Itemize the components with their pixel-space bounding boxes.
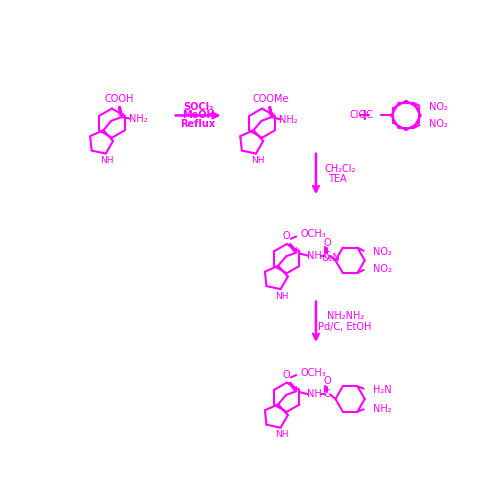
- Text: COOMe: COOMe: [252, 94, 289, 104]
- Text: Pd/C, EtOH: Pd/C, EtOH: [319, 322, 372, 332]
- Text: O: O: [323, 376, 331, 386]
- Text: C: C: [324, 390, 331, 400]
- Text: NO₂: NO₂: [429, 102, 448, 112]
- Text: CH₂Cl₂: CH₂Cl₂: [325, 164, 356, 173]
- Text: NH₂: NH₂: [279, 115, 298, 125]
- Text: MeOH: MeOH: [182, 110, 214, 120]
- Text: NH: NH: [307, 250, 322, 260]
- Text: Reflux: Reflux: [180, 119, 216, 129]
- Text: NH: NH: [275, 430, 289, 439]
- Text: O: O: [282, 370, 290, 380]
- Text: OCH₃: OCH₃: [301, 368, 327, 378]
- Text: OCH₃: OCH₃: [301, 229, 327, 239]
- Text: *: *: [118, 110, 125, 124]
- Text: NH₂: NH₂: [373, 404, 392, 413]
- Text: NO₂: NO₂: [373, 246, 392, 256]
- Text: *: *: [293, 385, 300, 398]
- Text: O: O: [282, 232, 290, 241]
- Text: C: C: [324, 250, 331, 260]
- Text: NO₂: NO₂: [373, 264, 392, 274]
- Text: NH: NH: [275, 292, 289, 300]
- Text: O: O: [323, 238, 331, 248]
- Text: TEA: TEA: [328, 174, 347, 184]
- Text: *: *: [268, 110, 275, 124]
- Text: NO₂: NO₂: [429, 120, 448, 130]
- Text: SOCl₂: SOCl₂: [183, 102, 213, 112]
- Text: NH: NH: [251, 156, 264, 165]
- Text: O₂N: O₂N: [322, 254, 340, 264]
- Text: H₂N: H₂N: [373, 385, 392, 395]
- Text: NH₂: NH₂: [129, 114, 148, 124]
- Text: *: *: [293, 246, 300, 259]
- Text: ClOC: ClOC: [349, 110, 373, 120]
- Text: NH₂NH₂: NH₂NH₂: [327, 312, 364, 322]
- Text: NH: NH: [100, 156, 114, 165]
- Text: NH: NH: [307, 390, 322, 400]
- Text: COOH: COOH: [104, 94, 134, 104]
- Text: +: +: [357, 108, 370, 123]
